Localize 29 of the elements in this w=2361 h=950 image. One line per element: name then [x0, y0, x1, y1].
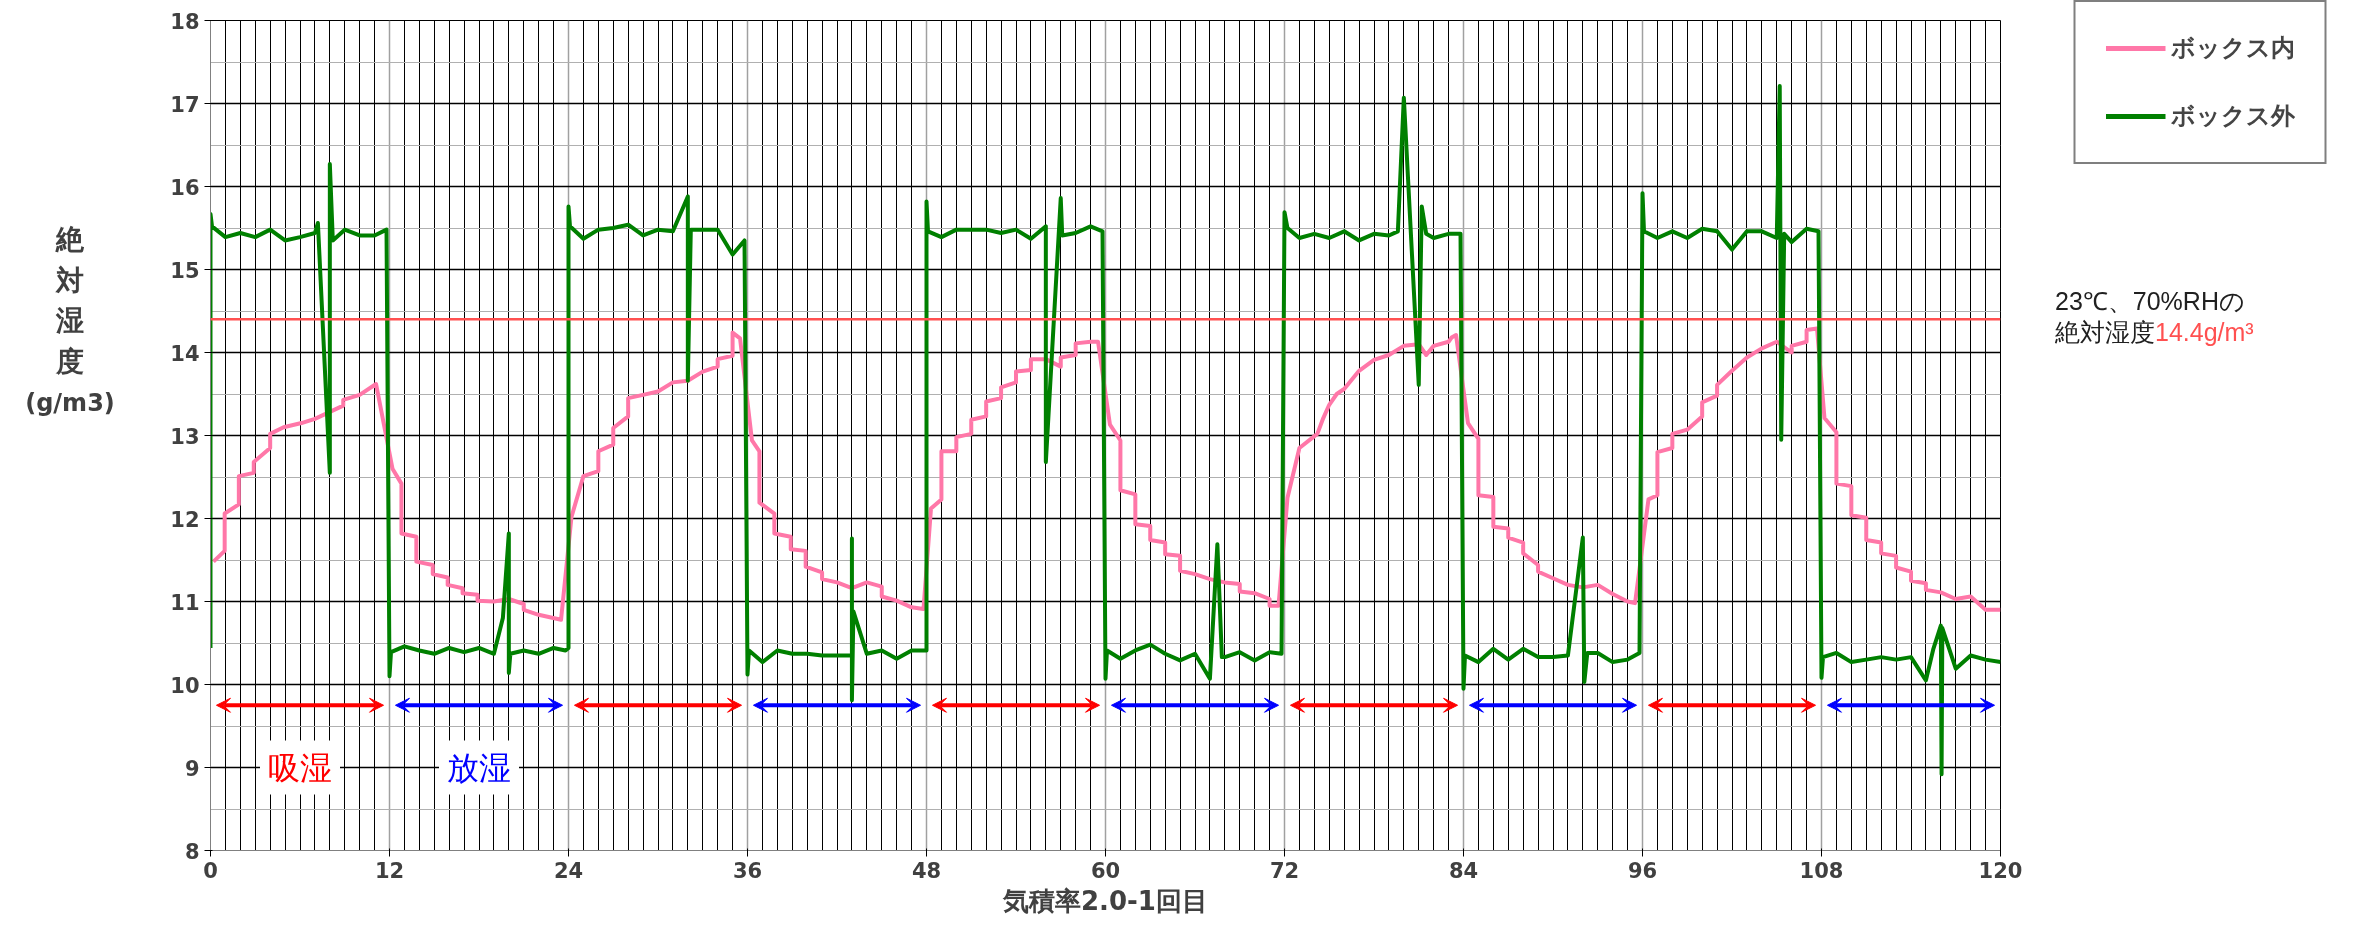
legend-label: ボックス外	[2170, 101, 2295, 132]
y-tick-label: 10	[170, 673, 200, 698]
y-tick-label: 17	[170, 92, 200, 117]
y-tick-label: 12	[170, 507, 200, 532]
legend-label: ボックス内	[2170, 33, 2295, 64]
x-tick-label: 24	[553, 858, 584, 883]
x-tick-label: 12	[374, 858, 405, 883]
annotation: 放湿	[447, 748, 511, 787]
x-tick-label: 84	[1448, 858, 1479, 883]
x-tick-label: 120	[1978, 858, 2023, 883]
x-tick-label: 72	[1269, 858, 1300, 883]
y-tick-label: 13	[170, 424, 200, 449]
y-tick-label: 15	[170, 258, 200, 283]
x-tick-label: 96	[1627, 858, 1658, 883]
x-axis-title: 気積率2.0-1回目	[1002, 885, 1208, 916]
x-tick-label: 0	[203, 858, 218, 883]
y-tick-label: 9	[184, 756, 200, 781]
annotation: 吸湿	[268, 748, 332, 787]
y-tick-label: 11	[170, 590, 200, 615]
x-tick-label: 60	[1090, 858, 1121, 883]
ref-line-label: 23℃、70%RHの絶対湿度14.4g/m³	[2055, 286, 2255, 349]
y-axis-title: 絶対湿度 (g/m3)	[25, 222, 115, 420]
x-tick-label: 36	[732, 858, 763, 883]
y-tick-label: 14	[170, 341, 200, 366]
y-tick-label: 18	[170, 9, 200, 34]
y-tick-label: 8	[184, 839, 200, 864]
x-tick-label: 48	[911, 858, 942, 883]
y-tick-label: 16	[170, 175, 200, 200]
x-tick-label: 108	[1799, 858, 1844, 883]
